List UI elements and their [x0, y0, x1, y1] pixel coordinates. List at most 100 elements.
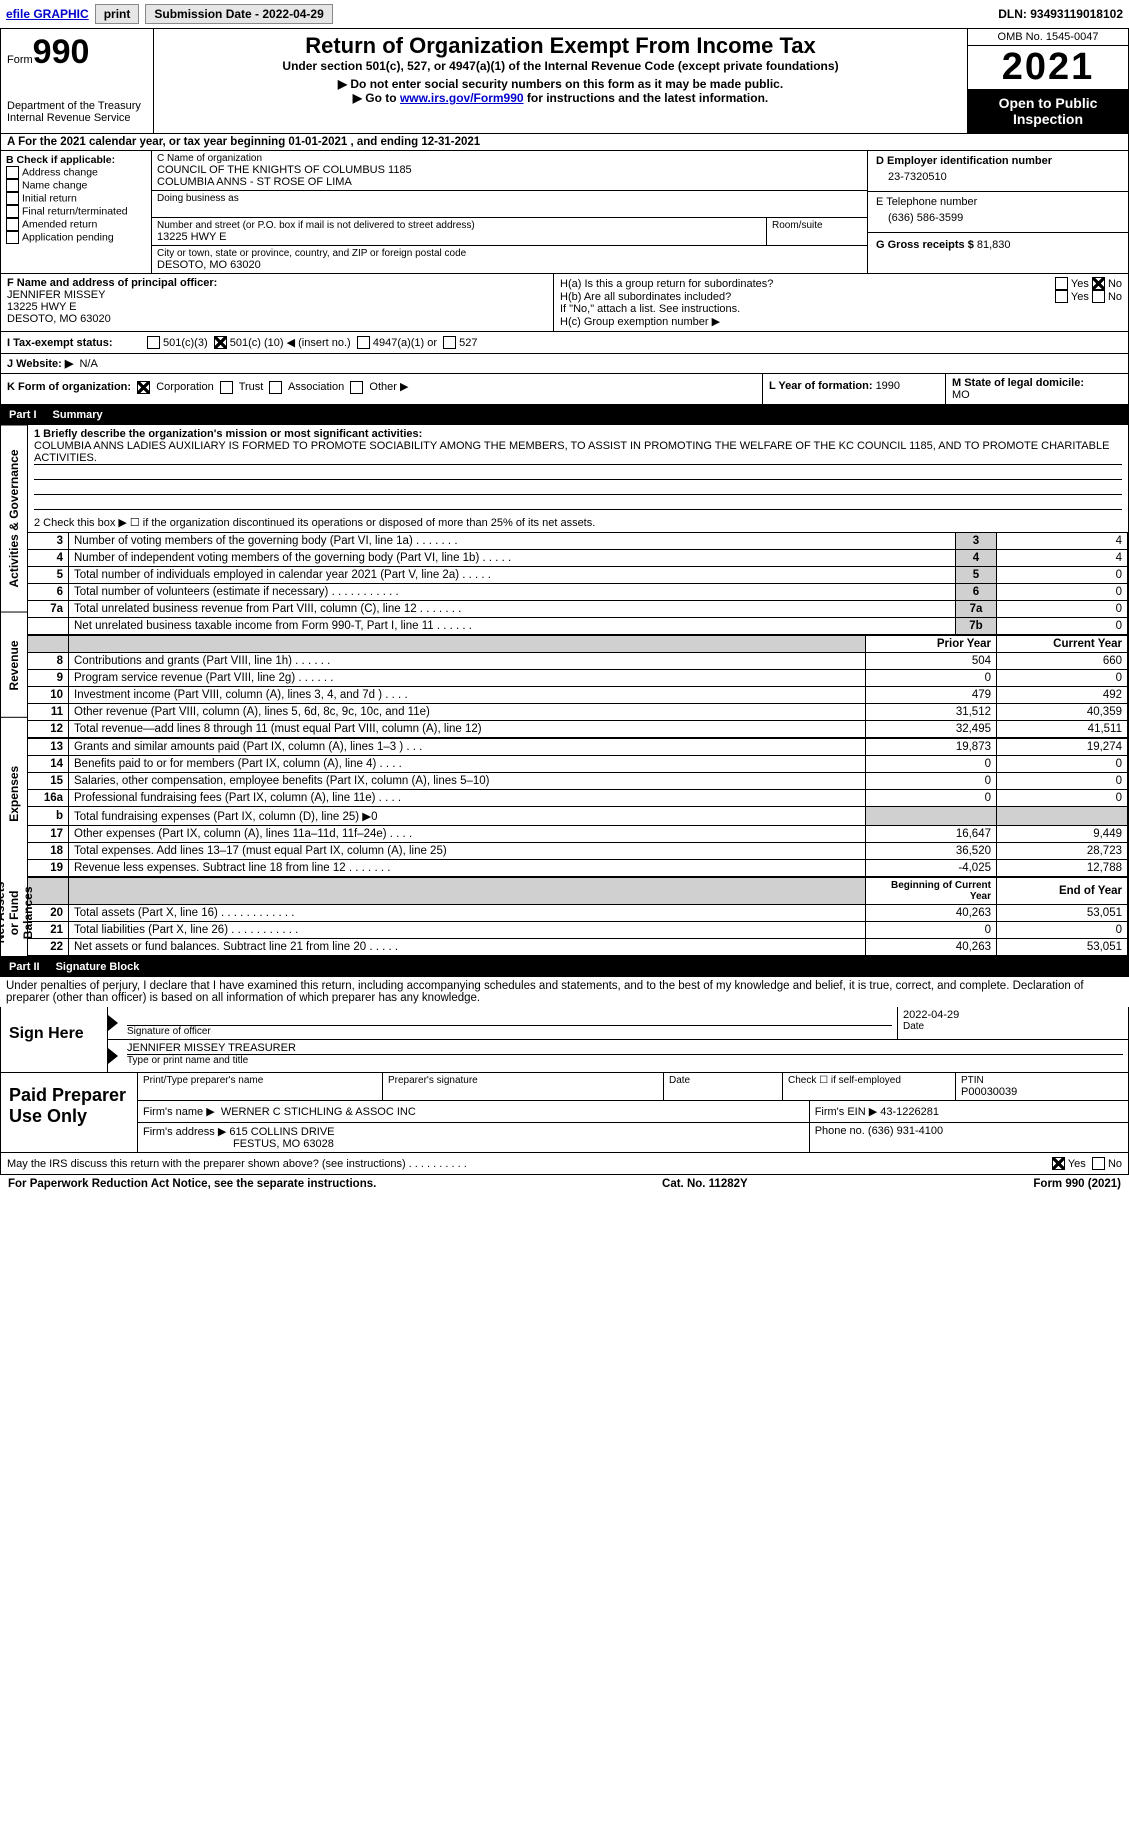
ha-label: H(a) Is this a group return for subordin… [560, 278, 1055, 290]
lbl-trust: Trust [239, 381, 264, 393]
lbl-assoc: Association [288, 381, 344, 393]
phone-value: (636) 586-3599 [876, 208, 1120, 228]
lbl-initial-return: Initial return [22, 192, 77, 204]
check-501c3[interactable] [147, 336, 160, 349]
hc-label: H(c) Group exemption number ▶ [560, 315, 1122, 328]
dln: DLN: 93493119018102 [998, 7, 1123, 21]
lbl-amended: Amended return [22, 218, 97, 230]
table-row: bTotal fundraising expenses (Part IX, co… [28, 807, 1128, 826]
firm-name-label: Firm's name ▶ [143, 1106, 215, 1118]
box-b-label: B Check if applicable: [6, 154, 146, 166]
officer-name-title: JENNIFER MISSEY TREASURER [127, 1042, 1123, 1055]
ein-label: D Employer identification number [876, 155, 1120, 167]
gross-receipts-label: G Gross receipts $ [876, 239, 977, 251]
part1-label: Part I [9, 409, 37, 421]
sec-activities: Activities & Governance [1, 425, 27, 612]
table-row: 3 Number of voting members of the govern… [28, 533, 1128, 550]
lbl-4947: 4947(a)(1) or [373, 337, 437, 349]
lbl-501c3: 501(c)(3) [163, 337, 208, 349]
lbl-501c-post: ) ◀ (insert no.) [280, 336, 351, 349]
check-corp[interactable] [137, 381, 150, 394]
lbl-app-pending: Application pending [22, 231, 114, 243]
lbl-527: 527 [459, 337, 477, 349]
hb-no-check[interactable] [1092, 290, 1105, 303]
phone-label: E Telephone number [876, 196, 1120, 208]
form-subtitle: Under section 501(c), 527, or 4947(a)(1)… [162, 59, 959, 73]
irs-label: Internal Revenue Service [7, 112, 147, 124]
city-value: DESOTO, MO 63020 [157, 259, 862, 271]
table-row: 20Total assets (Part X, line 16) . . . .… [28, 905, 1128, 922]
part1-title: Summary [53, 409, 103, 421]
tax-status-row: I Tax-exempt status: 501(c)(3) 501(c) (1… [0, 332, 1129, 354]
note-goto-post: for instructions and the latest informat… [524, 91, 769, 105]
lbl-name-change: Name change [22, 179, 87, 191]
sec-revenue: Revenue [1, 612, 27, 718]
irs-form990-link[interactable]: www.irs.gov/Form990 [400, 91, 524, 105]
org-info-block: B Check if applicable: Address change Na… [0, 151, 1129, 274]
room-label: Room/suite [766, 218, 867, 245]
sig-date-value: 2022-04-29 [903, 1009, 1123, 1021]
table-row: 22Net assets or fund balances. Subtract … [28, 939, 1128, 956]
q2-text: 2 Check this box ▶ ☐ if the organization… [28, 513, 1128, 532]
check-4947[interactable] [357, 336, 370, 349]
lbl-address-change: Address change [22, 166, 98, 178]
ha-no: No [1108, 278, 1122, 290]
table-row: 5 Total number of individuals employed i… [28, 567, 1128, 584]
website-label: J Website: ▶ [7, 358, 73, 370]
officer-name: JENNIFER MISSEY [7, 289, 547, 301]
check-other[interactable] [350, 381, 363, 394]
lbl-501c-pre: 501(c) ( [230, 337, 268, 349]
table-row: 8Contributions and grants (Part VIII, li… [28, 653, 1128, 670]
sig-date-label: Date [903, 1021, 1123, 1032]
sig-officer-label: Signature of officer [127, 1026, 892, 1037]
table-row: 16aProfessional fundraising fees (Part I… [28, 790, 1128, 807]
firm-ein-label: Firm's EIN ▶ [815, 1106, 878, 1118]
check-527[interactable] [443, 336, 456, 349]
officer-addr1: 13225 HWY E [7, 301, 547, 313]
org-name-2: COLUMBIA ANNS - ST ROSE OF LIMA [157, 176, 862, 188]
print-button[interactable]: print [95, 4, 140, 24]
firm-phone-value: (636) 931-4100 [868, 1125, 943, 1137]
check-final-return[interactable] [6, 205, 19, 218]
klm-row: K Form of organization: Corporation Trus… [0, 374, 1129, 405]
check-name-change[interactable] [6, 179, 19, 192]
footer-left: For Paperwork Reduction Act Notice, see … [8, 1178, 376, 1190]
firm-ein-value: 43-1226281 [880, 1106, 939, 1118]
table-row: Prior YearCurrent Year [28, 636, 1128, 653]
part2-label: Part II [9, 961, 40, 973]
table-row: 9Program service revenue (Part VIII, lin… [28, 670, 1128, 687]
form-title: Return of Organization Exempt From Incom… [162, 33, 959, 59]
box-k-label: K Form of organization: [7, 381, 131, 393]
footer-mid: Cat. No. 11282Y [662, 1178, 748, 1190]
note-goto-pre: ▶ Go to [353, 91, 400, 105]
hb-yes-check[interactable] [1055, 290, 1068, 303]
hb-no: No [1108, 291, 1122, 303]
check-address-change[interactable] [6, 166, 19, 179]
discuss-yes-check[interactable] [1052, 1157, 1065, 1170]
discuss-yes: Yes [1068, 1158, 1086, 1170]
efile-link[interactable]: efile GRAPHIC [6, 7, 89, 21]
check-app-pending[interactable] [6, 231, 19, 244]
hb-label: H(b) Are all subordinates included? [560, 291, 1055, 303]
revenue-table: Prior YearCurrent Year8Contributions and… [28, 635, 1128, 738]
table-row: 18Total expenses. Add lines 13–17 (must … [28, 843, 1128, 860]
ha-no-check[interactable] [1092, 277, 1105, 290]
box-l-label: L Year of formation: [769, 380, 876, 392]
check-assoc[interactable] [269, 381, 282, 394]
check-amended[interactable] [6, 218, 19, 231]
tax-year: 2021 [968, 46, 1128, 89]
ha-yes-check[interactable] [1055, 277, 1068, 290]
tax-period: A For the 2021 calendar year, or tax yea… [0, 134, 1129, 151]
check-trust[interactable] [220, 381, 233, 394]
hb-note: If "No," attach a list. See instructions… [560, 303, 1122, 315]
discuss-no-check[interactable] [1092, 1157, 1105, 1170]
blank-line-2 [34, 480, 1122, 495]
check-501c[interactable] [214, 336, 227, 349]
firm-addr1: 615 COLLINS DRIVE [229, 1126, 334, 1138]
name-label: C Name of organization [157, 153, 862, 164]
box-l-value: 1990 [876, 380, 900, 392]
firm-addr2: FESTUS, MO 63028 [143, 1138, 804, 1150]
ha-yes: Yes [1071, 278, 1089, 290]
table-row: 17Other expenses (Part IX, column (A), l… [28, 826, 1128, 843]
check-initial-return[interactable] [6, 192, 19, 205]
